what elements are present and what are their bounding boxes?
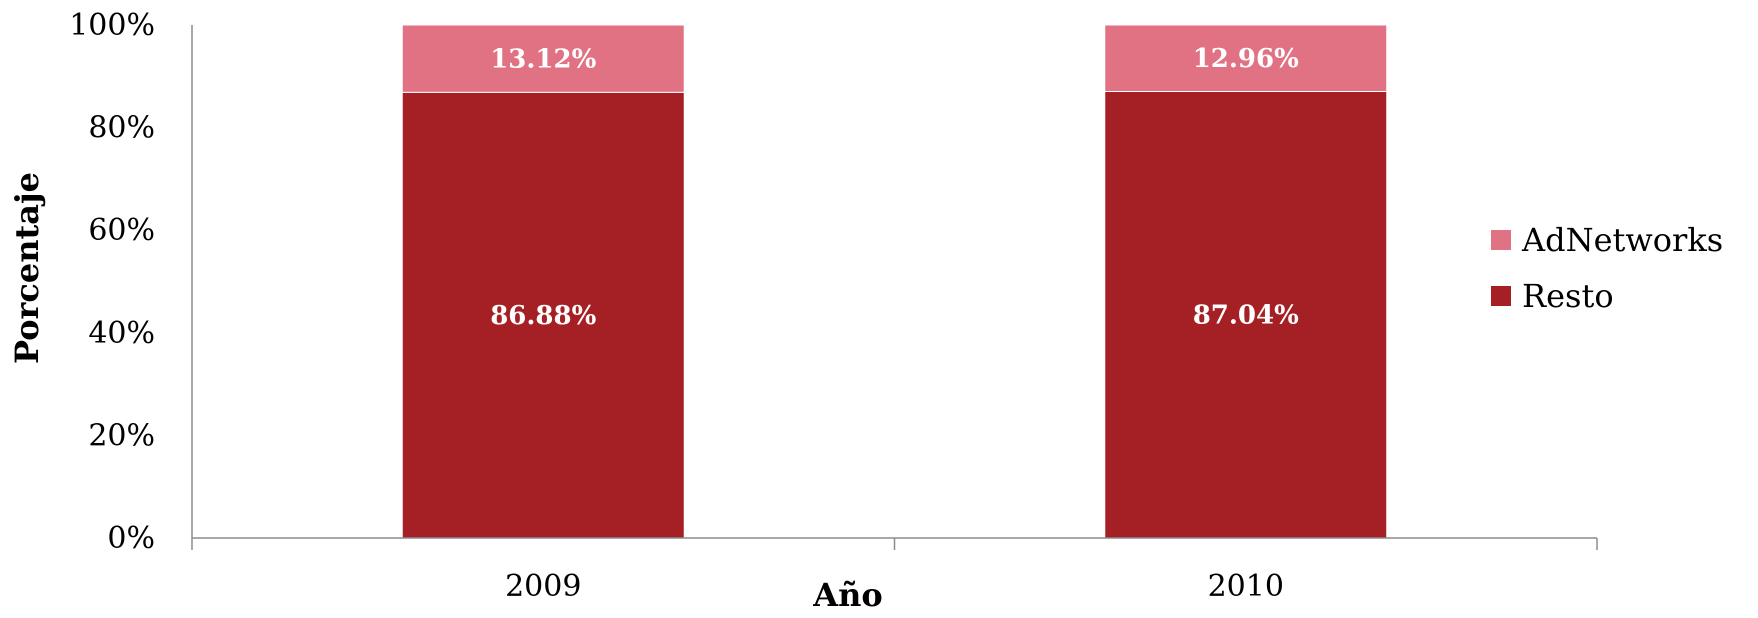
- legend: AdNetworks Resto: [1491, 221, 1723, 315]
- y-tick-label: 0%: [107, 521, 155, 556]
- y-tick-label: 100%: [69, 8, 155, 43]
- legend-swatch-adnetworks: [1491, 230, 1511, 250]
- legend-swatch-resto: [1491, 286, 1511, 306]
- x-tick-label: 2009: [505, 569, 581, 604]
- bar-segment-resto-2009: [401, 91, 685, 539]
- bars-group: 86.88% 13.12% 87.04% 12.96%: [401, 24, 1388, 539]
- data-label: 86.88%: [490, 301, 596, 331]
- data-label: 13.12%: [490, 45, 596, 75]
- y-axis-title: Porcentaje: [8, 172, 46, 364]
- y-tick-label: 80%: [88, 111, 155, 146]
- x-axis-title: Año: [812, 576, 882, 614]
- y-tick-labels: 0% 20% 40% 60% 80% 100%: [69, 8, 155, 556]
- y-tick-label: 20%: [88, 418, 155, 453]
- x-tick-labels: 2009 2010: [505, 569, 1284, 604]
- axes-group: [191, 25, 1598, 550]
- legend-label-resto: Resto: [1522, 277, 1614, 315]
- legend-label-adnetworks: AdNetworks: [1521, 221, 1723, 259]
- y-tick-label: 40%: [88, 316, 155, 351]
- y-tick-label: 60%: [88, 213, 155, 248]
- x-tick-label: 2010: [1208, 569, 1284, 604]
- data-label: 12.96%: [1193, 44, 1299, 74]
- bar-segment-adnetworks-2010: [1104, 24, 1388, 92]
- bar-segment-adnetworks-2009: [401, 24, 685, 93]
- data-label: 87.04%: [1193, 301, 1299, 331]
